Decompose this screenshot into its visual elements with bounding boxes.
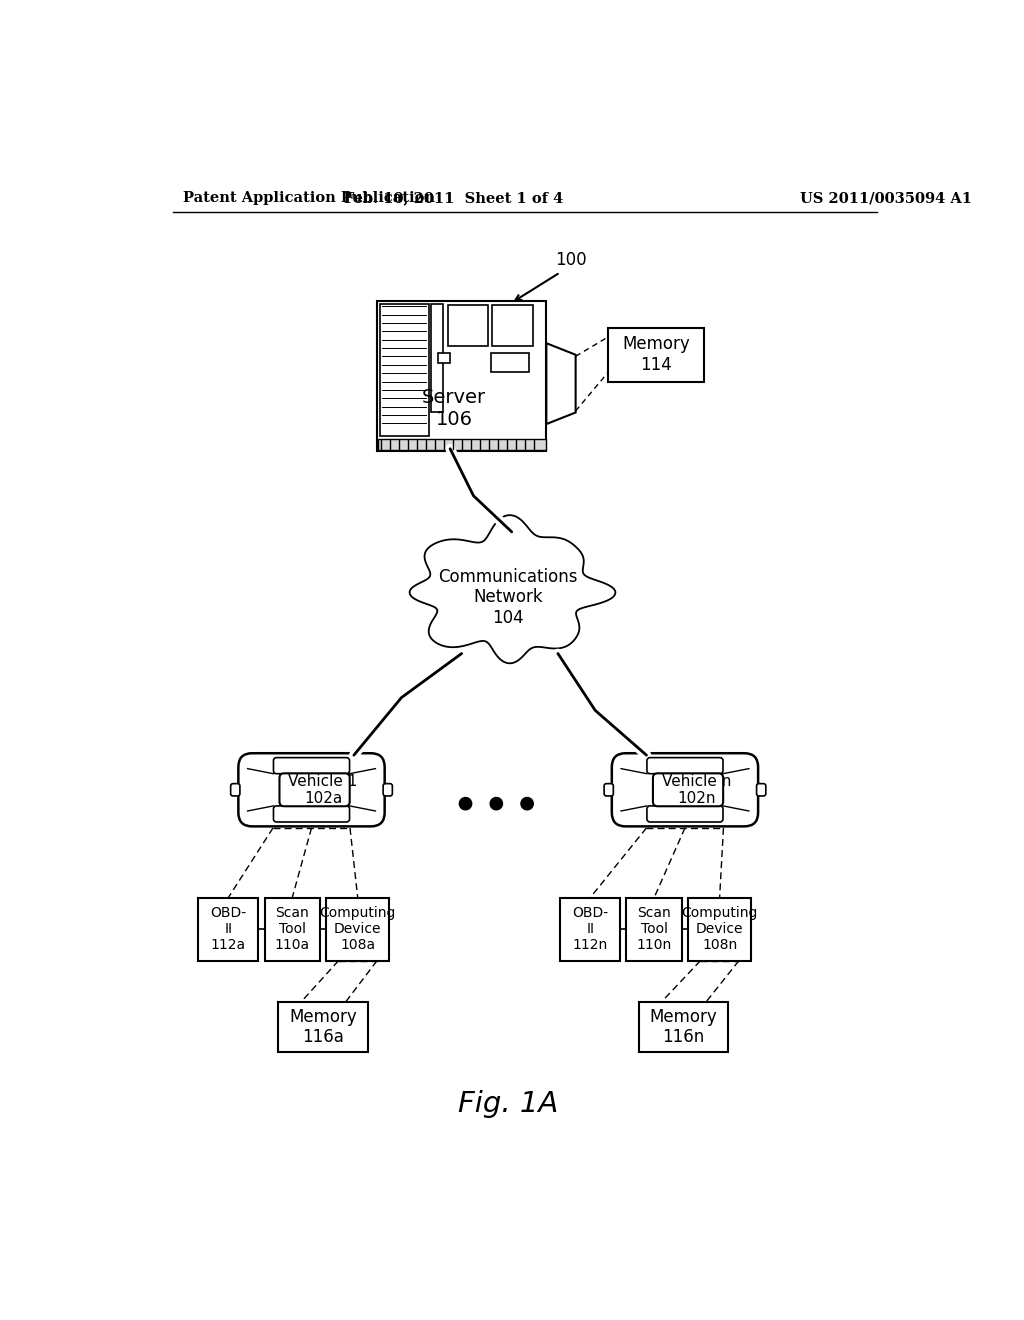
Bar bbox=[431, 304, 443, 412]
Bar bbox=[380, 304, 429, 436]
Text: US 2011/0035094 A1: US 2011/0035094 A1 bbox=[801, 191, 973, 206]
Text: 100: 100 bbox=[555, 251, 587, 269]
Bar bbox=[378, 438, 546, 450]
Bar bbox=[199, 898, 258, 961]
Text: Server
106: Server 106 bbox=[422, 388, 486, 429]
Bar bbox=[493, 305, 532, 346]
FancyBboxPatch shape bbox=[604, 784, 613, 796]
FancyBboxPatch shape bbox=[273, 758, 349, 774]
Text: Memory
114: Memory 114 bbox=[623, 335, 690, 374]
FancyBboxPatch shape bbox=[611, 754, 758, 826]
Circle shape bbox=[490, 797, 503, 809]
FancyBboxPatch shape bbox=[653, 774, 723, 807]
Bar bbox=[264, 898, 319, 961]
Text: Computing
Device
108a: Computing Device 108a bbox=[319, 906, 396, 952]
Circle shape bbox=[460, 797, 472, 809]
Bar bbox=[377, 301, 547, 451]
FancyBboxPatch shape bbox=[647, 758, 723, 774]
Text: Feb. 10, 2011  Sheet 1 of 4: Feb. 10, 2011 Sheet 1 of 4 bbox=[344, 191, 563, 206]
Bar bbox=[326, 898, 389, 961]
Bar bbox=[688, 898, 752, 961]
Bar bbox=[447, 305, 487, 346]
Text: Vehicle 1
102a: Vehicle 1 102a bbox=[289, 774, 357, 807]
Text: Computing
Device
108n: Computing Device 108n bbox=[681, 906, 758, 952]
Polygon shape bbox=[410, 515, 615, 663]
Text: OBD-
II
112a: OBD- II 112a bbox=[210, 906, 247, 952]
Bar bbox=[279, 1002, 368, 1052]
FancyBboxPatch shape bbox=[230, 784, 240, 796]
Text: Communications
Network
104: Communications Network 104 bbox=[438, 568, 578, 627]
Bar bbox=[438, 354, 451, 363]
Text: Memory
116n: Memory 116n bbox=[649, 1007, 717, 1047]
Bar bbox=[560, 898, 621, 961]
FancyBboxPatch shape bbox=[239, 754, 385, 826]
Bar bbox=[490, 354, 529, 372]
Text: Memory
116a: Memory 116a bbox=[289, 1007, 357, 1047]
Bar bbox=[627, 898, 682, 961]
FancyBboxPatch shape bbox=[757, 784, 766, 796]
FancyBboxPatch shape bbox=[647, 807, 723, 822]
Text: OBD-
II
112n: OBD- II 112n bbox=[572, 906, 608, 952]
Bar bbox=[639, 1002, 728, 1052]
Circle shape bbox=[521, 797, 534, 809]
FancyBboxPatch shape bbox=[280, 774, 350, 807]
Text: Fig. 1A: Fig. 1A bbox=[458, 1090, 558, 1118]
Text: Scan
Tool
110a: Scan Tool 110a bbox=[274, 906, 310, 952]
Bar bbox=[608, 327, 705, 381]
Text: Vehicle n
102n: Vehicle n 102n bbox=[662, 774, 731, 807]
Text: Patent Application Publication: Patent Application Publication bbox=[183, 191, 435, 206]
Text: Scan
Tool
110n: Scan Tool 110n bbox=[637, 906, 672, 952]
FancyBboxPatch shape bbox=[383, 784, 392, 796]
Polygon shape bbox=[547, 343, 575, 424]
FancyBboxPatch shape bbox=[273, 807, 349, 822]
